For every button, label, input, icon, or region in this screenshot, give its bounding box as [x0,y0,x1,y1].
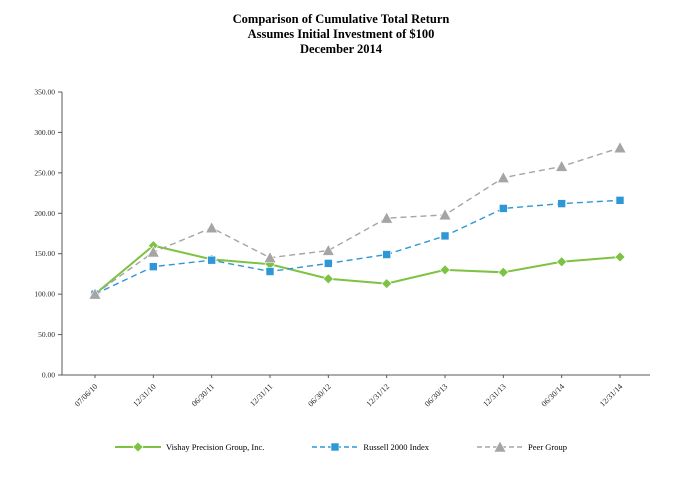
legend-swatch-vishay-icon [115,441,161,453]
svg-text:06/30/13: 06/30/13 [423,382,449,408]
chart-title-line3: December 2014 [299,42,383,56]
chart-canvas: 0.00 50.00 100.00 150.00 200.00 250.00 300.00 3… [34,88,650,409]
svg-text:06/30/11: 06/30/11 [190,382,216,408]
legend-label-russell: Russell 2000 Index [363,442,430,452]
svg-text:0.00: 0.00 [42,371,55,380]
svg-text:12/31/11: 12/31/11 [248,382,274,408]
chart-title: Comparison of Cumulative Total Return As… [0,12,682,57]
chart-title-line1: Comparison of Cumulative Total Return [232,12,450,26]
legend-item-russell: Russell 2000 Index [312,440,429,454]
legend-item-peer: Peer Group [477,440,567,454]
svg-text:12/31/14: 12/31/14 [598,382,624,408]
svg-text:250.00: 250.00 [34,168,55,177]
legend-swatch-peer-icon [477,440,524,453]
svg-text:07/06/10: 07/06/10 [73,382,99,408]
svg-text:300.00: 300.00 [34,128,55,137]
chart-title-line2: Assumes Initial Investment of $100 [247,27,435,41]
svg-text:12/31/13: 12/31/13 [481,382,507,408]
svg-text:200.00: 200.00 [34,209,55,218]
svg-text:12/31/12: 12/31/12 [365,382,391,408]
legend-item-vishay: Vishay Precision Group, Inc. [115,440,264,454]
svg-text:06/30/12: 06/30/12 [306,382,332,408]
svg-text:12/31/10: 12/31/10 [131,382,157,408]
svg-text:06/30/14: 06/30/14 [540,382,566,408]
legend-swatch-russell-icon [312,442,359,452]
chart-legend: Vishay Precision Group, Inc. Russell 200… [0,440,682,454]
svg-text:50.00: 50.00 [38,330,55,339]
svg-text:350.00: 350.00 [34,88,55,97]
legend-label-vishay: Vishay Precision Group, Inc. [166,442,265,452]
svg-text:100.00: 100.00 [34,290,55,299]
svg-text:150.00: 150.00 [34,249,55,258]
legend-label-peer: Peer Group [528,442,567,452]
